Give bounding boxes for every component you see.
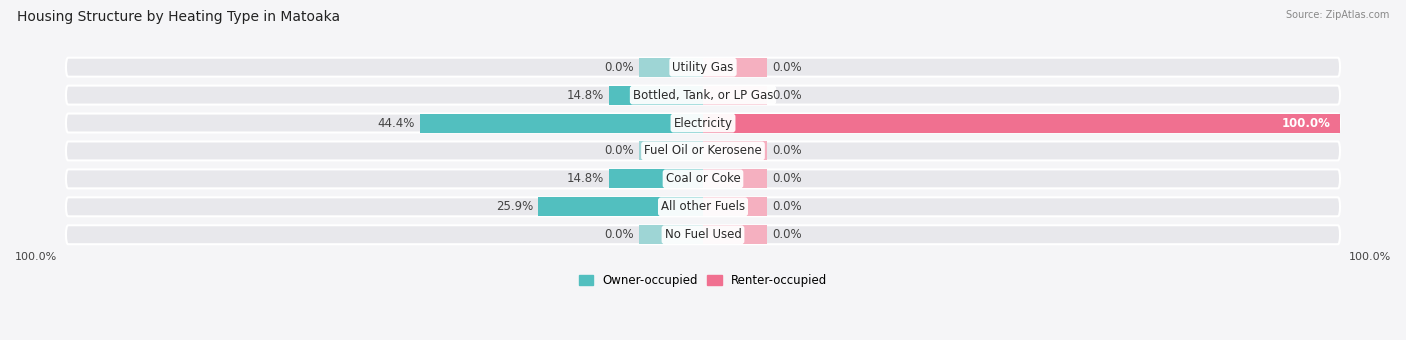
Bar [538,197,703,216]
Bar [609,86,703,105]
Bar [703,114,1340,133]
Text: Fuel Oil or Kerosene: Fuel Oil or Kerosene [644,144,762,157]
Text: 25.9%: 25.9% [496,200,533,213]
FancyBboxPatch shape [66,86,1340,105]
Text: 0.0%: 0.0% [605,144,634,157]
Text: 100.0%: 100.0% [1282,117,1330,130]
Text: 0.0%: 0.0% [772,200,801,213]
Bar [640,141,703,160]
Text: 0.0%: 0.0% [772,144,801,157]
Text: 0.0%: 0.0% [605,61,634,74]
Bar [609,169,703,188]
Text: 0.0%: 0.0% [772,89,801,102]
Legend: Owner-occupied, Renter-occupied: Owner-occupied, Renter-occupied [574,269,832,292]
Text: 100.0%: 100.0% [15,252,58,262]
Bar [703,86,766,105]
FancyBboxPatch shape [66,114,1340,133]
Text: 14.8%: 14.8% [567,89,603,102]
Text: Bottled, Tank, or LP Gas: Bottled, Tank, or LP Gas [633,89,773,102]
Text: 0.0%: 0.0% [605,228,634,241]
FancyBboxPatch shape [66,58,1340,76]
Text: Source: ZipAtlas.com: Source: ZipAtlas.com [1285,10,1389,20]
Bar [703,225,766,244]
Text: 0.0%: 0.0% [772,61,801,74]
Text: All other Fuels: All other Fuels [661,200,745,213]
Bar [640,58,703,76]
Bar [703,169,766,188]
Text: Housing Structure by Heating Type in Matoaka: Housing Structure by Heating Type in Mat… [17,10,340,24]
Bar [703,197,766,216]
FancyBboxPatch shape [66,225,1340,244]
Bar [703,58,766,76]
Bar [640,225,703,244]
FancyBboxPatch shape [66,197,1340,216]
Text: Coal or Coke: Coal or Coke [665,172,741,185]
Bar [420,114,703,133]
FancyBboxPatch shape [66,169,1340,188]
Text: 44.4%: 44.4% [378,117,415,130]
Text: 100.0%: 100.0% [1348,252,1391,262]
Text: 0.0%: 0.0% [772,228,801,241]
Text: 14.8%: 14.8% [567,172,603,185]
Text: 0.0%: 0.0% [772,172,801,185]
Bar [703,141,766,160]
FancyBboxPatch shape [66,141,1340,160]
Text: No Fuel Used: No Fuel Used [665,228,741,241]
Text: Electricity: Electricity [673,117,733,130]
Text: Utility Gas: Utility Gas [672,61,734,74]
